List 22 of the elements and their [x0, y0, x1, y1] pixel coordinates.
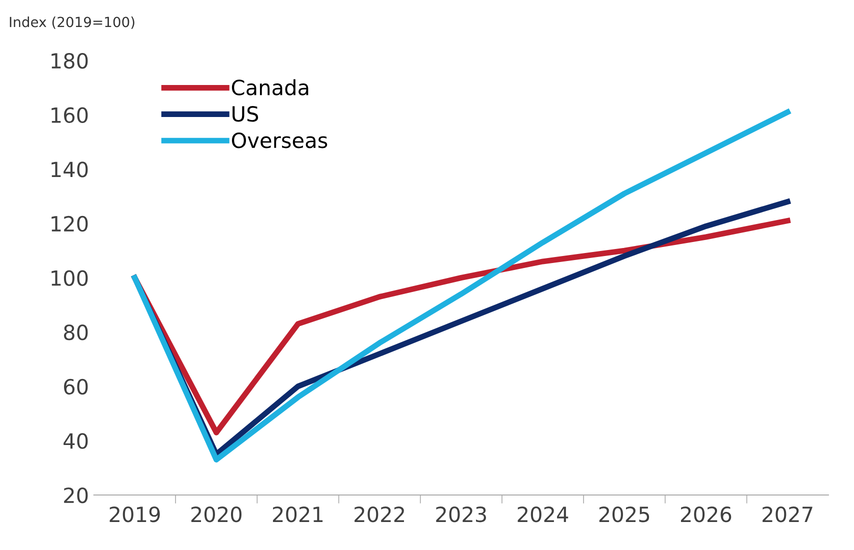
- x-tick-label: 2024: [518, 506, 568, 522]
- y-tick-label: 180: [52, 52, 88, 69]
- y-tick-label: 120: [52, 216, 88, 232]
- x-tick-label: 2020: [191, 506, 242, 522]
- y-tick-label: 20: [64, 487, 88, 504]
- legend-label: Canada: [232, 79, 308, 96]
- legend-label: US: [232, 106, 258, 122]
- y-tick-label: 80: [64, 324, 88, 340]
- x-tick-label: 2023: [436, 506, 486, 522]
- x-tick-label: 2027: [762, 506, 812, 522]
- y-tick-label: 100: [52, 270, 88, 286]
- chart-title: Index (2019=100): [10, 16, 134, 29]
- y-tick-label: 60: [64, 378, 88, 395]
- x-tick-label: 2019: [110, 506, 160, 522]
- y-tick-label: 40: [64, 433, 88, 449]
- y-tick-label: 140: [52, 162, 88, 178]
- y-tick-label: 160: [52, 107, 88, 124]
- x-tick-label: 2026: [680, 506, 732, 522]
- x-tick-label: 2021: [272, 506, 323, 522]
- legend-label: Overseas: [232, 132, 328, 148]
- x-tick-label: 2022: [354, 506, 404, 522]
- x-tick-label: 2025: [599, 506, 650, 522]
